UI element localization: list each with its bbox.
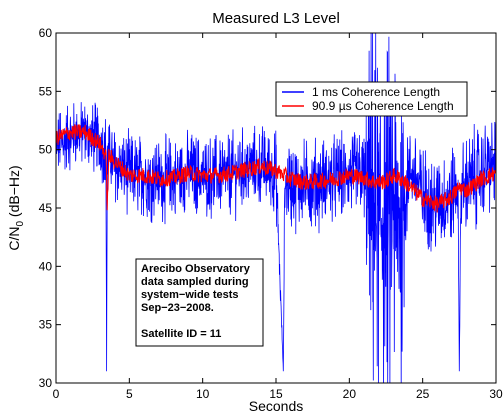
legend-label-90us: 90.9 µs Coherence Length — [312, 99, 454, 113]
x-tick-label: 5 — [126, 387, 133, 401]
y-axis-label: C/N0 (dB−Hz) — [6, 165, 26, 250]
annotation-line-1: Arecibo Observatory — [141, 263, 251, 275]
x-tick-label: 20 — [343, 387, 357, 401]
legend: 1 ms Coherence Length 90.9 µs Coherence … — [275, 81, 468, 117]
y-axis-label-subscript: 0 — [15, 221, 26, 227]
y-tick-label: 50 — [39, 143, 53, 157]
y-tick-label: 55 — [39, 84, 53, 98]
x-tick-label: 0 — [53, 387, 60, 401]
annotation-line-3: system−wide tests — [141, 289, 239, 301]
y-axis-label-unit: (dB−Hz) — [6, 165, 22, 221]
legend-box — [275, 81, 468, 117]
x-axis-label: Seconds — [249, 398, 303, 414]
x-tick-label: 15 — [269, 387, 283, 401]
x-tick-label: 30 — [489, 387, 503, 401]
y-tick-label: 45 — [39, 201, 53, 215]
y-tick-label: 30 — [39, 376, 53, 390]
x-tick-label: 25 — [416, 387, 430, 401]
y-axis-label-main: C/N — [6, 227, 22, 251]
annotation-box — [135, 258, 264, 347]
annotation-line-2: data sampled during — [141, 276, 249, 288]
annotation: Arecibo Observatory data sampled during … — [135, 258, 264, 347]
ticks-layer: 0 5 10 15 20 25 30 30 35 40 45 50 55 60 — [39, 26, 503, 401]
series-layer — [56, 33, 496, 383]
annotation-line-6: Satellite ID = 11 — [141, 328, 221, 340]
series-line-90us — [56, 123, 496, 213]
y-tick-label: 60 — [39, 26, 53, 40]
y-tick-label: 35 — [39, 318, 53, 332]
y-tick-label: 40 — [39, 259, 53, 273]
x-tick-label: 10 — [196, 387, 210, 401]
annotation-line-4: Sep−23−2008. — [141, 302, 214, 314]
legend-label-1ms: 1 ms Coherence Length — [312, 85, 440, 99]
chart-title: Measured L3 Level — [212, 10, 340, 27]
